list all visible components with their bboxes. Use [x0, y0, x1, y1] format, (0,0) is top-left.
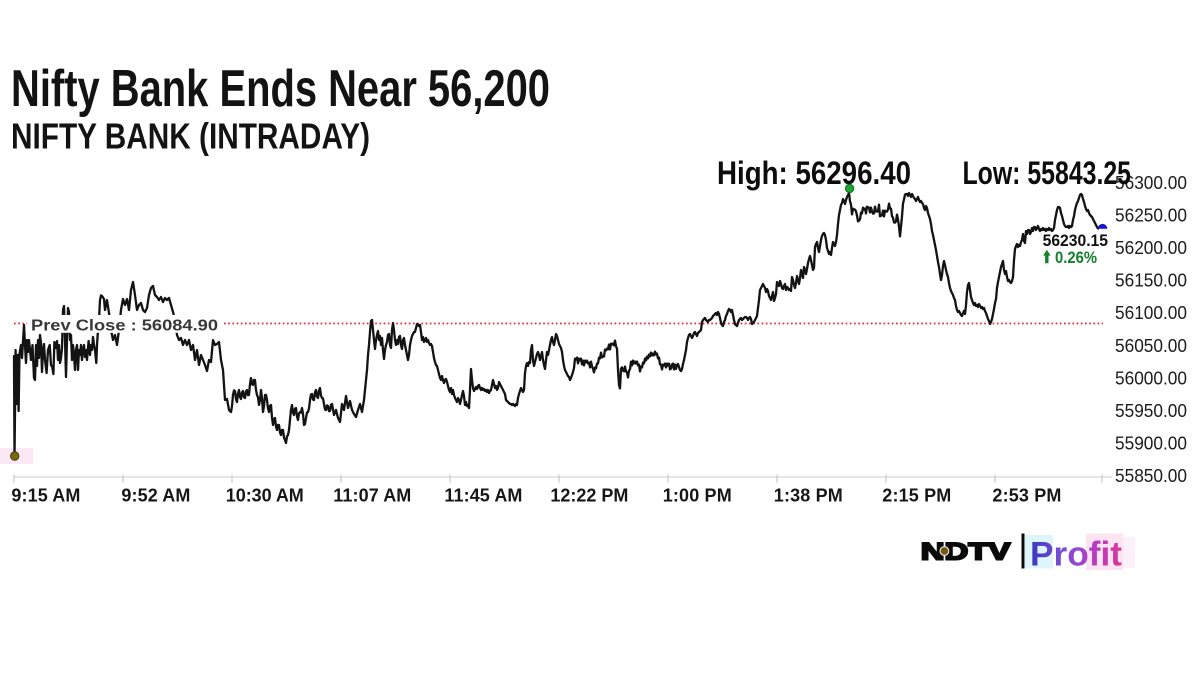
svg-text:55850.00: 55850.00	[1115, 466, 1187, 486]
svg-text:56230.15: 56230.15	[1043, 231, 1108, 250]
svg-text:Prev Close : 56084.90: Prev Close : 56084.90	[31, 317, 218, 334]
svg-text:2:15 PM: 2:15 PM	[882, 486, 951, 506]
svg-text:NIFTY BANK (INTRADAY): NIFTY BANK (INTRADAY)	[11, 116, 370, 157]
svg-text:2:53 PM: 2:53 PM	[992, 486, 1061, 506]
svg-text:56100.00: 56100.00	[1115, 303, 1187, 323]
svg-text:1:00 PM: 1:00 PM	[663, 486, 732, 506]
svg-text:0.26%: 0.26%	[1055, 248, 1097, 267]
svg-text:9:15 AM: 9:15 AM	[11, 486, 80, 506]
svg-text:Profit: Profit	[1030, 535, 1122, 573]
svg-text:Nifty Bank Ends Near 56,200: Nifty Bank Ends Near 56,200	[11, 60, 550, 118]
svg-text:High: 56296.40: High: 56296.40	[717, 155, 911, 191]
svg-text:56050.00: 56050.00	[1115, 336, 1187, 356]
svg-text:56200.00: 56200.00	[1115, 238, 1187, 258]
svg-text:9:52 AM: 9:52 AM	[121, 486, 190, 506]
svg-text:56300.00: 56300.00	[1115, 173, 1187, 193]
svg-text:56150.00: 56150.00	[1115, 271, 1187, 291]
svg-text:56250.00: 56250.00	[1115, 206, 1187, 226]
svg-text:11:45 AM: 11:45 AM	[444, 486, 522, 506]
svg-text:10:30 AM: 10:30 AM	[226, 486, 304, 506]
svg-text:56000.00: 56000.00	[1115, 368, 1187, 388]
svg-text:11:07 AM: 11:07 AM	[333, 486, 411, 506]
svg-text:Low: 55843.25: Low: 55843.25	[963, 155, 1132, 191]
svg-text:12:22 PM: 12:22 PM	[550, 486, 628, 506]
svg-text:1:38 PM: 1:38 PM	[774, 486, 843, 506]
svg-text:NDTV: NDTV	[921, 539, 1011, 566]
svg-text:55900.00: 55900.00	[1115, 434, 1187, 454]
svg-text:55950.00: 55950.00	[1115, 401, 1187, 421]
